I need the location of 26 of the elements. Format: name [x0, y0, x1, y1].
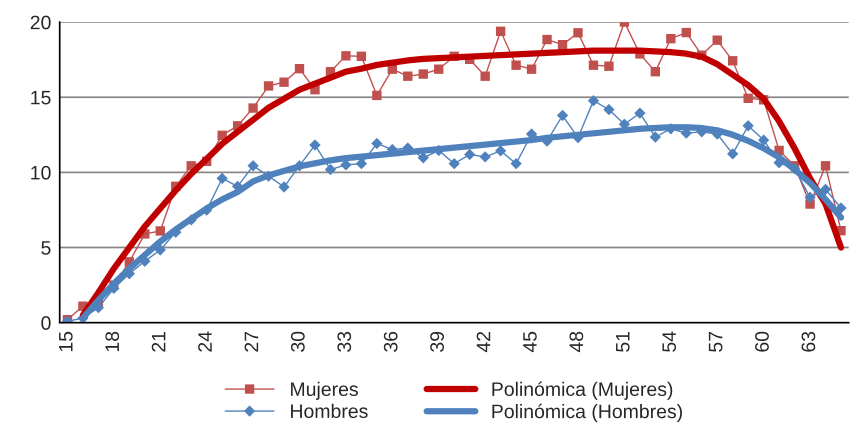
x-tick-label: 57: [708, 332, 722, 352]
x-tick-label: 15: [59, 332, 73, 352]
x-tick-label: 33: [337, 332, 352, 352]
x-tick-label: 18: [105, 332, 120, 352]
legend-label: Polinómica (Mujeres): [492, 382, 672, 400]
y-tick-label: 15: [31, 90, 51, 104]
x-tick-label: 27: [244, 332, 258, 352]
x-tick-label: 60: [755, 332, 769, 352]
x-tick-label: 54: [662, 332, 676, 352]
legend-label: Hombres: [291, 404, 368, 418]
y-tick-label: 20: [30, 16, 51, 30]
x-tick-label: 36: [384, 332, 398, 352]
x-tick-label: 30: [290, 332, 305, 352]
x-tick-label: 51: [616, 332, 630, 352]
legend-label: Polinómica (Hombres): [492, 404, 682, 422]
y-tick-label: 5: [41, 241, 51, 255]
legend-label: Mujeres: [291, 382, 358, 400]
x-tick-label: 39: [430, 332, 444, 352]
x-tick-label: 45: [523, 332, 537, 352]
x-tick-label: 24: [198, 332, 212, 352]
x-tick-label: 42: [476, 332, 490, 352]
y-tick-label: 10: [31, 166, 51, 180]
x-tick-label: 48: [569, 332, 584, 352]
x-tick-label: 21: [152, 332, 166, 352]
x-tick-label: 63: [802, 332, 816, 352]
y-tick-label: 0: [41, 316, 51, 330]
